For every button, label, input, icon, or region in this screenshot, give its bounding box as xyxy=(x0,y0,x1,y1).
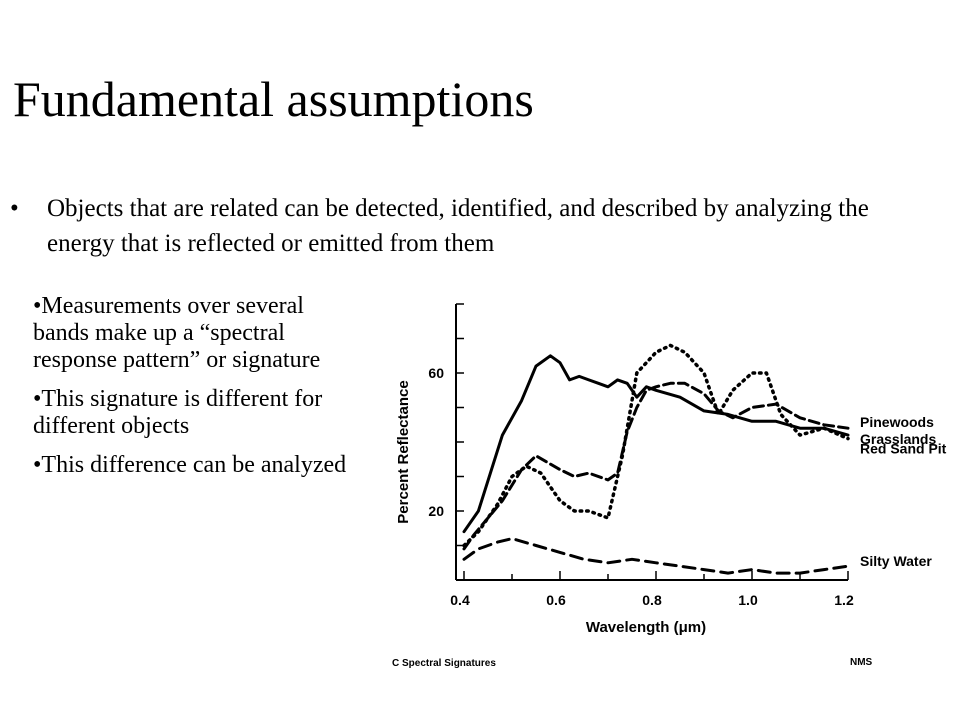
spectral-chart: 0.4 0.6 0.8 1.0 1.2 20 60 Wavelength (μm) Percen… xyxy=(380,290,960,680)
chart-credit: NMS xyxy=(850,657,873,668)
series-line-silty-water xyxy=(462,537,850,575)
chart-labels: 0.4 0.6 0.8 1.0 1.2 20 60 Wavelength (μm) Percen… xyxy=(392,365,947,669)
x-tick-label: 1.0 xyxy=(738,592,758,608)
bullet-marker: • xyxy=(10,195,19,222)
side-bullet-list: •Measurements over several bands make up… xyxy=(33,293,363,491)
chart-caption: C Spectral Signatures xyxy=(392,658,496,669)
side-bullet-item: •This difference can be analyzed xyxy=(33,452,347,478)
series-label-grasslands: Grasslands xyxy=(860,431,936,447)
x-axis-title: Wavelength (μm) xyxy=(586,619,706,636)
chart-svg: 0.4 0.6 0.8 1.0 1.2 20 60 Wavelength (μm) Percen… xyxy=(392,303,947,669)
side-bullet-item: •This signature is different for differe… xyxy=(33,386,323,439)
series-label-red-sand-pit: Red Sand Pit xyxy=(860,441,947,457)
main-bullet: • Objects that are related can be detect… xyxy=(10,191,910,261)
series-label-silty-water: Silty Water xyxy=(860,553,932,569)
y-tick-label: 20 xyxy=(428,503,444,519)
series-line-grasslands xyxy=(462,381,850,551)
side-bullet-item: •Measurements over several bands make up… xyxy=(33,293,321,373)
x-tick-label: 1.2 xyxy=(834,592,854,608)
x-tick-label: 0.8 xyxy=(642,592,662,608)
main-bullet-text: Objects that are related can be detected… xyxy=(47,195,869,257)
x-tick-label: 0.6 xyxy=(546,592,566,608)
series-line-red-sand-pit xyxy=(462,343,850,548)
chart-series xyxy=(462,343,850,575)
series-line-pinewoods xyxy=(462,354,850,534)
y-tick-label: 60 xyxy=(428,365,444,381)
y-axis-title: Percent Reflectance xyxy=(395,380,412,523)
chart-axes xyxy=(455,303,849,581)
series-label-pinewoods: Pinewoods xyxy=(860,414,934,430)
slide-title: Fundamental assumptions xyxy=(13,71,534,127)
x-tick-label: 0.4 xyxy=(450,592,470,608)
